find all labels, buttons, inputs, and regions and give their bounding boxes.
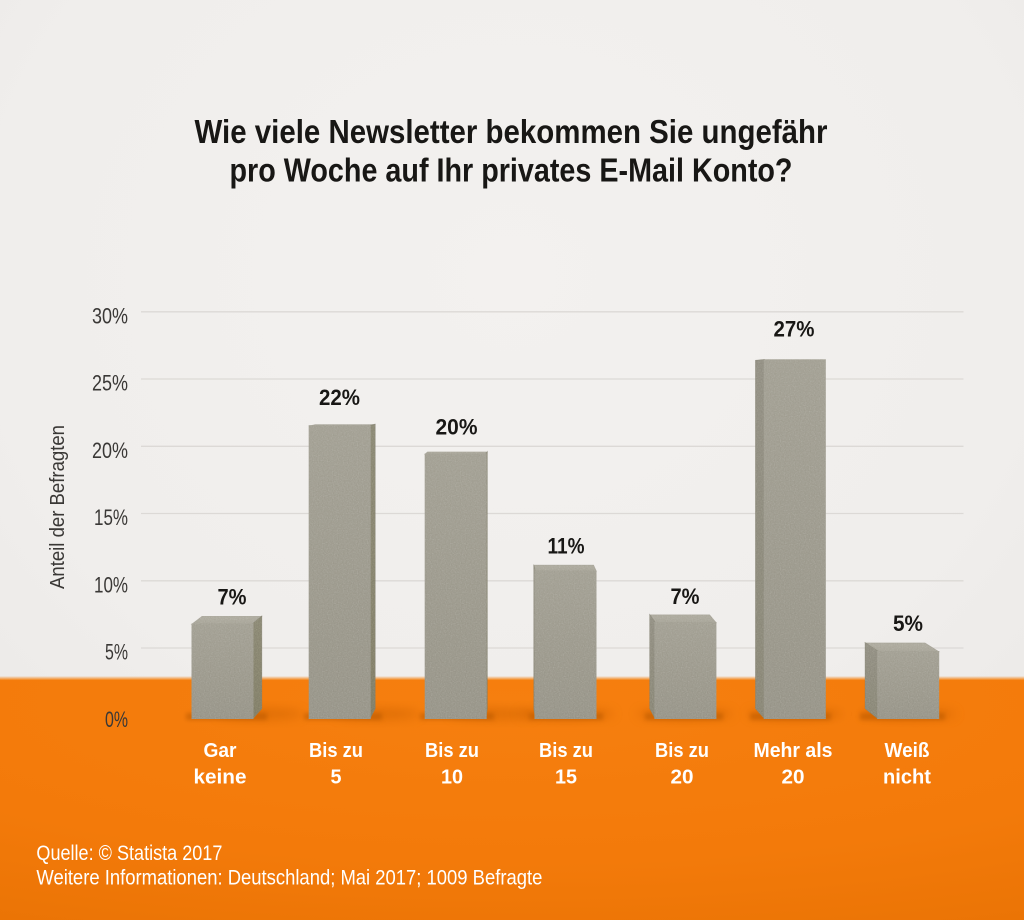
- svg-text:Bis zu: Bis zu: [425, 740, 479, 762]
- svg-text:Bis zu: Bis zu: [539, 740, 593, 762]
- svg-text:Mehr als: Mehr als: [754, 740, 833, 762]
- svg-text:11%: 11%: [548, 533, 585, 558]
- svg-text:7%: 7%: [671, 584, 700, 609]
- svg-text:15: 15: [555, 767, 577, 789]
- svg-text:Anteil der Befragten: Anteil der Befragten: [47, 425, 69, 589]
- svg-text:20: 20: [671, 767, 694, 789]
- svg-text:27%: 27%: [774, 316, 815, 341]
- svg-text:Gar: Gar: [204, 740, 237, 762]
- svg-text:20%: 20%: [436, 415, 478, 440]
- svg-text:0%: 0%: [105, 707, 128, 732]
- svg-text:Weiß: Weiß: [885, 740, 930, 762]
- svg-text:Weitere Informationen: Deutsch: Weitere Informationen: Deutschland; Mai …: [36, 867, 542, 890]
- svg-text:Quelle: © Statista 2017: Quelle: © Statista 2017: [36, 842, 222, 865]
- svg-text:Bis zu: Bis zu: [655, 740, 709, 762]
- svg-text:20: 20: [782, 767, 805, 789]
- svg-text:7%: 7%: [218, 585, 247, 610]
- svg-text:5%: 5%: [893, 611, 923, 636]
- svg-text:Wie viele Newsletter bekommen: Wie viele Newsletter bekommen Sie ungefä…: [195, 113, 828, 150]
- svg-text:15%: 15%: [94, 505, 128, 530]
- svg-text:Bis zu: Bis zu: [309, 740, 363, 762]
- svg-text:10: 10: [441, 767, 463, 789]
- svg-text:5: 5: [331, 767, 342, 789]
- svg-text:10%: 10%: [94, 572, 128, 597]
- svg-text:22%: 22%: [319, 385, 360, 410]
- svg-text:30%: 30%: [92, 303, 128, 328]
- svg-text:20%: 20%: [92, 438, 128, 463]
- svg-text:pro Woche auf Ihr privates E-M: pro Woche auf Ihr privates E-Mail Konto?: [230, 151, 793, 188]
- svg-text:nicht: nicht: [883, 767, 931, 789]
- svg-text:keine: keine: [194, 767, 247, 789]
- svg-text:5%: 5%: [105, 640, 128, 665]
- svg-text:25%: 25%: [92, 371, 128, 396]
